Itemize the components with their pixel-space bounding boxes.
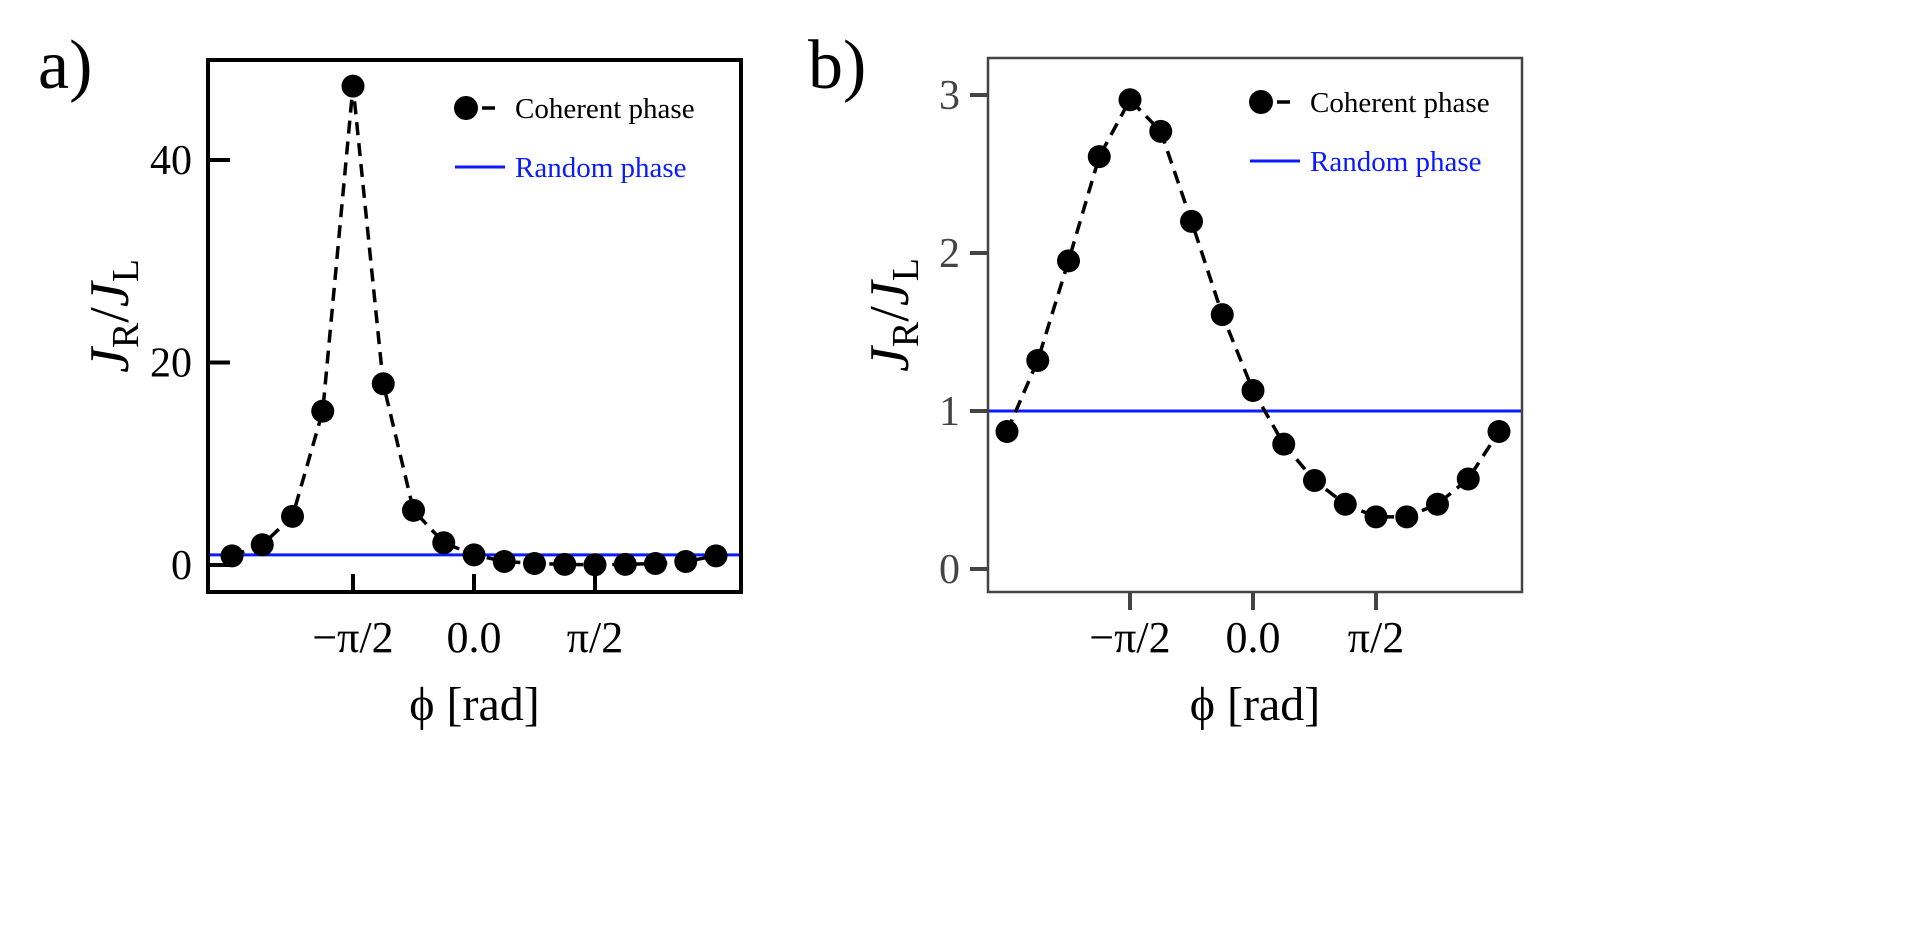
y-tick-label: 1 bbox=[939, 389, 960, 435]
y-label-J: J bbox=[859, 344, 921, 372]
y-label-J: J bbox=[859, 278, 921, 306]
data-point bbox=[553, 552, 577, 576]
data-point bbox=[1087, 145, 1111, 169]
x-axis-label: ϕ [rad] bbox=[1190, 678, 1321, 731]
y-tick-label: 0 bbox=[171, 543, 192, 589]
data-point bbox=[704, 544, 728, 568]
data-point bbox=[1426, 492, 1449, 516]
data-point bbox=[1026, 348, 1050, 372]
data-point bbox=[1456, 467, 1480, 491]
data-point bbox=[523, 551, 546, 575]
data-point bbox=[613, 552, 637, 576]
legend-marker-coherent bbox=[1249, 90, 1273, 114]
data-point bbox=[220, 544, 244, 568]
data-point bbox=[1118, 88, 1142, 112]
x-tick-label: 0.0 bbox=[447, 613, 502, 662]
legend-label-coherent: Coherent phase bbox=[1310, 87, 1490, 119]
data-point bbox=[644, 551, 667, 575]
legend-label-coherent: Coherent phase bbox=[515, 93, 695, 125]
legend-marker-coherent bbox=[454, 96, 478, 120]
panel-label: a) bbox=[38, 27, 92, 104]
data-point bbox=[995, 420, 1019, 444]
data-point bbox=[1272, 432, 1296, 456]
data-point bbox=[1487, 420, 1511, 444]
data-point bbox=[1210, 303, 1234, 327]
y-tick-label: 40 bbox=[150, 138, 192, 184]
y-label-sub-L: L bbox=[885, 258, 927, 281]
y-tick-label: 20 bbox=[150, 341, 192, 387]
data-point bbox=[583, 553, 607, 577]
data-point bbox=[492, 549, 516, 573]
x-tick-label: π/2 bbox=[1348, 613, 1404, 662]
y-axis-label: JR/JL bbox=[79, 259, 147, 373]
data-point bbox=[674, 549, 698, 573]
data-point bbox=[281, 504, 304, 528]
legend: Coherent phase Random phase bbox=[1249, 87, 1490, 178]
y-axis-label: JR/JL bbox=[859, 258, 927, 372]
plot-area bbox=[988, 88, 1522, 529]
x-tick-label: −π/2 bbox=[312, 613, 393, 662]
y-label-J: J bbox=[79, 345, 141, 373]
y-tick-label: 2 bbox=[939, 231, 960, 277]
plot-area bbox=[208, 74, 741, 577]
data-point bbox=[341, 74, 365, 98]
data-point bbox=[1180, 209, 1203, 233]
x-tick-label: 0.0 bbox=[1226, 613, 1281, 662]
y-label-slash: / bbox=[79, 307, 141, 323]
data-point bbox=[462, 543, 486, 567]
y-label-slash: / bbox=[859, 306, 921, 322]
data-point bbox=[402, 498, 425, 522]
data-point bbox=[1149, 119, 1173, 143]
y-tick-label: 0 bbox=[939, 547, 960, 593]
y-tick-label: 3 bbox=[939, 73, 960, 119]
data-point bbox=[1333, 492, 1357, 516]
legend-label-random: Random phase bbox=[515, 152, 687, 184]
data-point bbox=[1303, 469, 1326, 493]
y-label-sub-R: R bbox=[885, 321, 927, 347]
data-point bbox=[1395, 505, 1419, 529]
y-label-J: J bbox=[79, 279, 141, 307]
y-label-sub-R: R bbox=[105, 322, 147, 348]
data-point bbox=[311, 399, 335, 423]
data-point bbox=[371, 372, 395, 396]
data-point bbox=[250, 533, 274, 557]
data-point bbox=[1241, 378, 1265, 402]
legend-label-random: Random phase bbox=[1310, 146, 1482, 178]
x-tick-label: −π/2 bbox=[1089, 613, 1170, 662]
data-point bbox=[432, 531, 456, 555]
x-axis-label: ϕ [rad] bbox=[409, 678, 540, 731]
data-point bbox=[1364, 505, 1388, 529]
data-point bbox=[1057, 249, 1080, 273]
x-tick-label: π/2 bbox=[567, 613, 623, 662]
legend: Coherent phase Random phase bbox=[454, 93, 695, 184]
y-label-sub-L: L bbox=[105, 259, 147, 282]
panel-label: b) bbox=[808, 27, 866, 104]
